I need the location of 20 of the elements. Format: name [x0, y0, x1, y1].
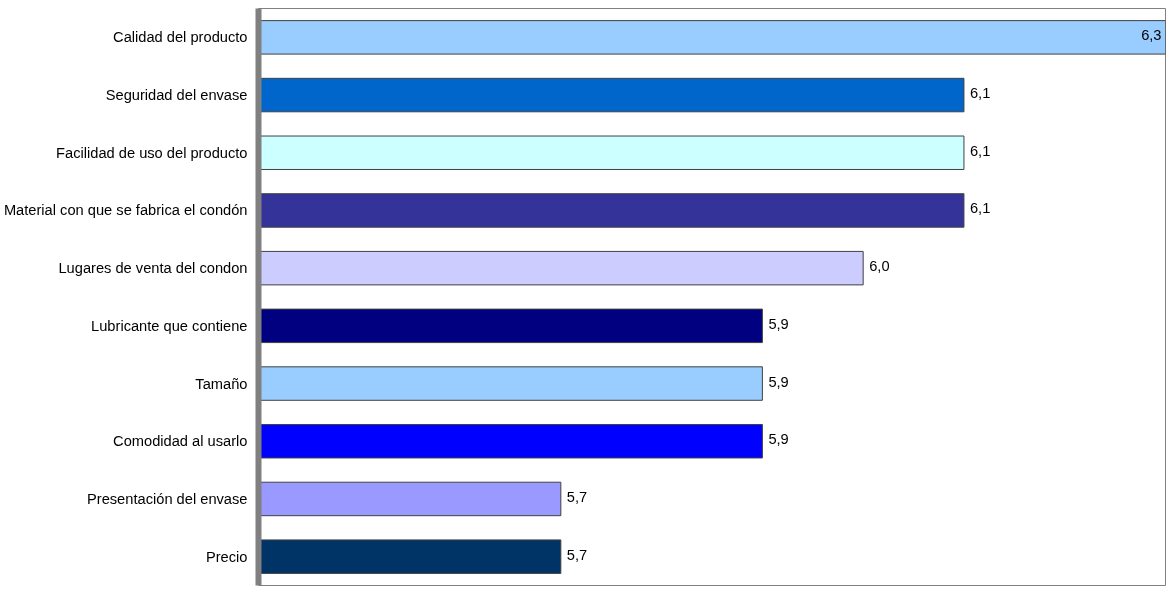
y-tick-label: Lugares de venta del condon: [58, 260, 248, 277]
y-tick-label: Precio: [205, 548, 248, 565]
data-label: 6,0: [869, 258, 890, 275]
data-label: 5,9: [768, 373, 789, 390]
y-tick-label: Seguridad del envase: [105, 87, 248, 104]
y-tick-label: Lubricante que contiene: [91, 317, 248, 334]
data-label: 5,7: [566, 488, 588, 505]
y-tick-label: Comodidad al usarlo: [113, 433, 248, 450]
data-label: 5,9: [768, 315, 789, 332]
data-label: 6,1: [969, 200, 991, 217]
data-label: 6,3: [1141, 27, 1162, 44]
data-label: 6,1: [969, 142, 991, 159]
y-tick-label: Presentación del envase: [86, 490, 248, 507]
y-tick-label: Facilidad de uso del producto: [56, 144, 248, 161]
data-label: 5,7: [566, 546, 588, 563]
y-tick-label: Tamaño: [195, 375, 248, 392]
y-tick-label: Material con que se fabrica el condón: [3, 202, 248, 219]
data-label: 6,1: [969, 85, 991, 102]
y-tick-label: Calidad del producto: [113, 29, 248, 46]
data-label: 5,9: [768, 431, 789, 448]
